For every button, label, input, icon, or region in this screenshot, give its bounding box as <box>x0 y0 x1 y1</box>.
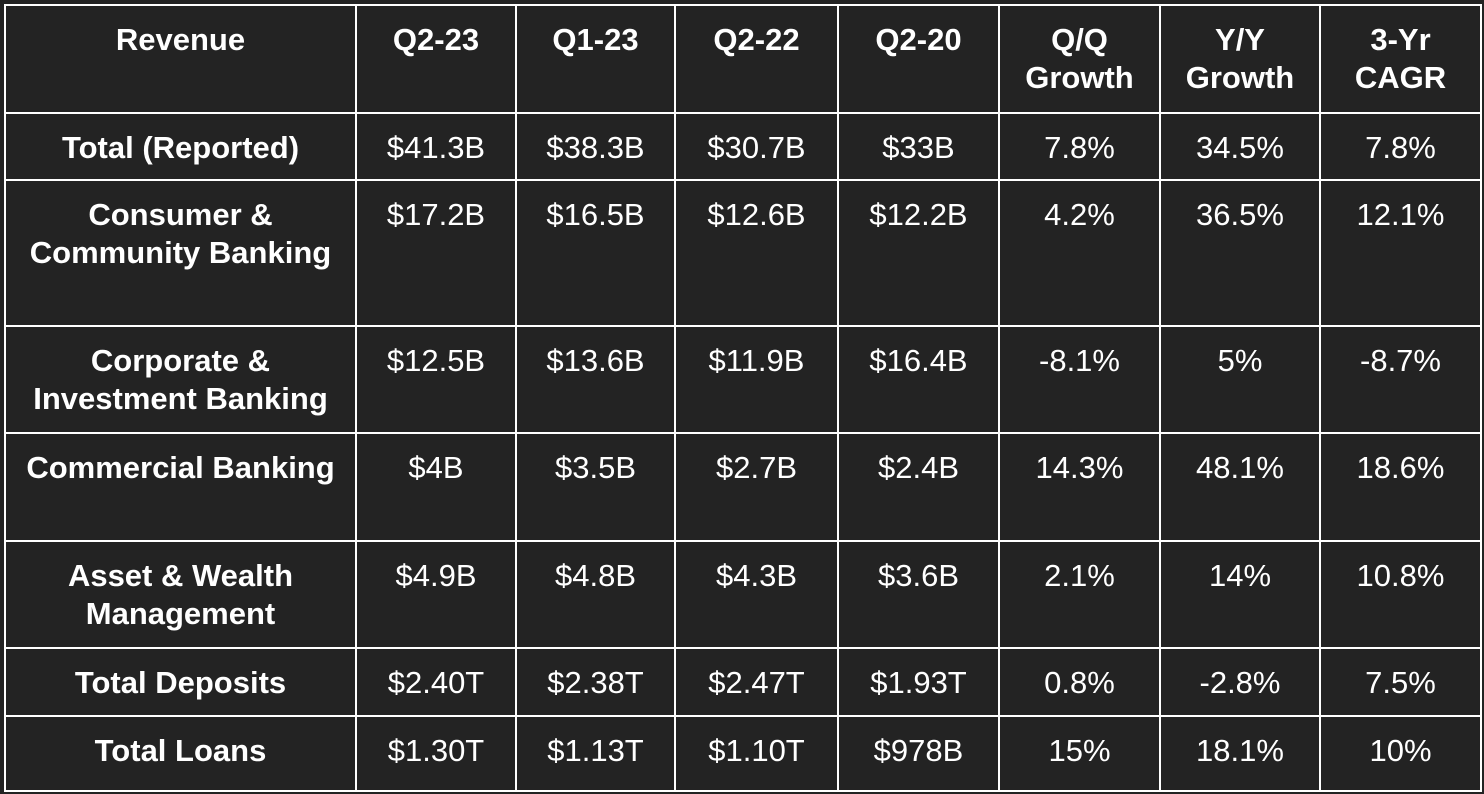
table-cell: $1.13T <box>515 715 676 792</box>
table-cell: 36.5% <box>1159 179 1321 327</box>
header-row: Revenue Q2-23 Q1-23 Q2-22 Q2-20 Q/Q Grow… <box>4 4 1482 114</box>
row-label: Asset & Wealth Management <box>4 540 357 649</box>
row-label: Total Loans <box>4 715 357 792</box>
header-q1-23: Q1-23 <box>515 4 676 114</box>
header-revenue: Revenue <box>4 4 357 114</box>
table-cell: $2.47T <box>674 647 839 717</box>
table-cell: 18.1% <box>1159 715 1321 792</box>
row-label: Total Deposits <box>4 647 357 717</box>
table-cell: $1.30T <box>355 715 517 792</box>
table-cell: -2.8% <box>1159 647 1321 717</box>
table-cell: 7.8% <box>1319 112 1482 181</box>
header-q2-22: Q2-22 <box>674 4 839 114</box>
table-row: Total Deposits $2.40T $2.38T $2.47T $1.9… <box>4 647 1482 717</box>
table-cell: $2.40T <box>355 647 517 717</box>
table-cell: $2.7B <box>674 432 839 542</box>
table-cell: $33B <box>837 112 1000 181</box>
table-cell: $38.3B <box>515 112 676 181</box>
table-cell: $3.6B <box>837 540 1000 649</box>
table-cell: 34.5% <box>1159 112 1321 181</box>
table-cell: 10% <box>1319 715 1482 792</box>
row-label: Total (Reported) <box>4 112 357 181</box>
table-cell: $12.2B <box>837 179 1000 327</box>
table-cell: 14.3% <box>998 432 1161 542</box>
table-cell: 18.6% <box>1319 432 1482 542</box>
table-cell: 7.5% <box>1319 647 1482 717</box>
revenue-table: Revenue Q2-23 Q1-23 Q2-22 Q2-20 Q/Q Grow… <box>4 4 1482 792</box>
table-cell: 5% <box>1159 325 1321 434</box>
table-cell: $16.4B <box>837 325 1000 434</box>
table-cell: 15% <box>998 715 1161 792</box>
table-row: Asset & Wealth Management $4.9B $4.8B $4… <box>4 540 1482 649</box>
header-3yr-cagr: 3-Yr CAGR <box>1319 4 1482 114</box>
header-qq-growth: Q/Q Growth <box>998 4 1161 114</box>
table-cell: $4.3B <box>674 540 839 649</box>
table-row: Corporate & Investment Banking $12.5B $1… <box>4 325 1482 434</box>
table-cell: $4.8B <box>515 540 676 649</box>
table-cell: 14% <box>1159 540 1321 649</box>
table-cell: $978B <box>837 715 1000 792</box>
table-cell: -8.7% <box>1319 325 1482 434</box>
table-cell: $17.2B <box>355 179 517 327</box>
row-label: Corporate & Investment Banking <box>4 325 357 434</box>
table-cell: 10.8% <box>1319 540 1482 649</box>
row-label: Commercial Banking <box>4 432 357 542</box>
table-cell: -8.1% <box>998 325 1161 434</box>
table-cell: $30.7B <box>674 112 839 181</box>
table-cell: $12.5B <box>355 325 517 434</box>
table-cell: 4.2% <box>998 179 1161 327</box>
table-cell: $11.9B <box>674 325 839 434</box>
table-cell: $2.4B <box>837 432 1000 542</box>
header-yy-growth: Y/Y Growth <box>1159 4 1321 114</box>
table-cell: 7.8% <box>998 112 1161 181</box>
table-row: Total (Reported) $41.3B $38.3B $30.7B $3… <box>4 112 1482 181</box>
table-row: Consumer & Community Banking $17.2B $16.… <box>4 179 1482 327</box>
table-cell: $41.3B <box>355 112 517 181</box>
table-cell: 0.8% <box>998 647 1161 717</box>
table-row: Total Loans $1.30T $1.13T $1.10T $978B 1… <box>4 715 1482 792</box>
table-cell: 48.1% <box>1159 432 1321 542</box>
row-label: Consumer & Community Banking <box>4 179 357 327</box>
table-cell: $4B <box>355 432 517 542</box>
table-cell: $2.38T <box>515 647 676 717</box>
table-cell: $4.9B <box>355 540 517 649</box>
header-q2-23: Q2-23 <box>355 4 517 114</box>
table-cell: 2.1% <box>998 540 1161 649</box>
table-row: Commercial Banking $4B $3.5B $2.7B $2.4B… <box>4 432 1482 542</box>
table-cell: $13.6B <box>515 325 676 434</box>
table-cell: $1.93T <box>837 647 1000 717</box>
header-q2-20: Q2-20 <box>837 4 1000 114</box>
table-cell: $1.10T <box>674 715 839 792</box>
table-cell: $16.5B <box>515 179 676 327</box>
table-cell: 12.1% <box>1319 179 1482 327</box>
table-cell: $3.5B <box>515 432 676 542</box>
table-cell: $12.6B <box>674 179 839 327</box>
